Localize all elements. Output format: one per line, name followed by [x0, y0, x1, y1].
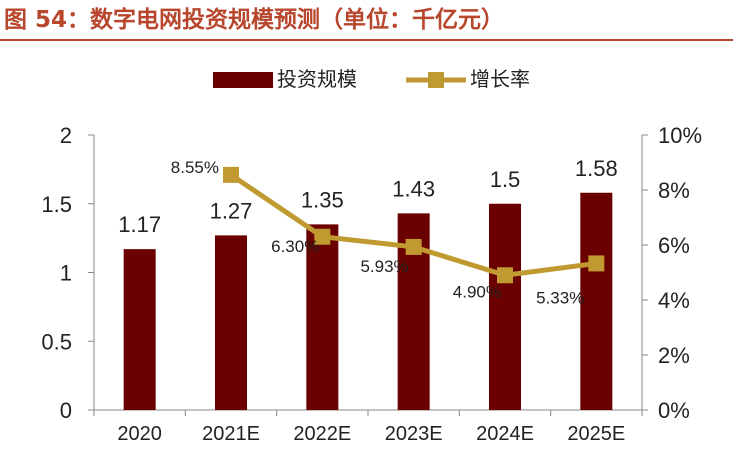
right-axis-tick-label: 8% [658, 178, 690, 203]
legend-label-line: 增长率 [470, 68, 530, 91]
growth-value-label: 8.55% [171, 158, 219, 177]
right-axis-tick-label: 2% [658, 343, 690, 368]
bar-value-label: 1.43 [392, 176, 435, 201]
axes: 0 0.5 1 1.5 2 0% 2% 4% 6% 8% 10% 2020 2021E 2022E 2023… [41, 123, 702, 445]
x-axis-tick-label: 2022E [293, 423, 351, 445]
x-axis-tick-label: 2021E [202, 423, 260, 445]
left-axis-tick-label: 2 [60, 123, 72, 148]
growth-marker [314, 228, 331, 245]
bar [123, 249, 156, 410]
x-axis-tick-label: 2020 [117, 423, 162, 445]
bar-value-label: 1.5 [490, 167, 521, 192]
legend-label-bar: 投资规模 [277, 68, 357, 91]
title-divider [0, 39, 733, 41]
growth-value-label: 5.33% [536, 288, 584, 307]
left-axis-tick-label: 0 [60, 398, 72, 423]
growth-value-label: 6.30% [271, 237, 319, 256]
x-axis-tick-label: 2023E [385, 423, 443, 445]
left-axis-tick-label: 1.5 [41, 192, 72, 217]
growth-marker [405, 238, 422, 255]
growth-value-label: 4.90% [453, 282, 501, 301]
legend-swatch-bar [213, 72, 273, 88]
data-labels: 1.17 1.27 1.35 1.43 1.5 1.58 8.55% 6.30% 5.93% 4.… [118, 156, 617, 308]
right-axis-tick-label: 10% [658, 123, 702, 148]
bar [489, 203, 521, 410]
growth-marker [497, 267, 513, 284]
growth-value-label: 5.93% [360, 257, 408, 276]
left-axis-tick-label: 1 [60, 261, 72, 286]
bar-value-label: 1.58 [575, 156, 618, 181]
legend-swatch-marker [428, 72, 444, 88]
bar [580, 192, 613, 410]
bar [306, 224, 339, 410]
right-axis-tick-label: 4% [658, 288, 690, 313]
chart-title: 图 54：数字电网投资规模预测（单位：千亿元） [4, 7, 505, 33]
right-axis-tick-label: 6% [658, 233, 690, 258]
bar-value-label: 1.35 [301, 187, 344, 212]
right-axis-tick-label: 0% [658, 398, 690, 423]
left-axis-tick-label: 0.5 [41, 329, 72, 354]
bar [215, 235, 247, 410]
legend: 投资规模 增长率 [213, 68, 530, 91]
bar-value-label: 1.27 [210, 198, 253, 223]
x-axis-tick-label: 2024E [476, 423, 534, 445]
growth-marker [588, 255, 605, 272]
bar-value-label: 1.17 [118, 212, 161, 237]
growth-marker [223, 166, 239, 183]
x-axis-tick-label: 2025E [567, 423, 625, 445]
growth-line [223, 166, 605, 284]
